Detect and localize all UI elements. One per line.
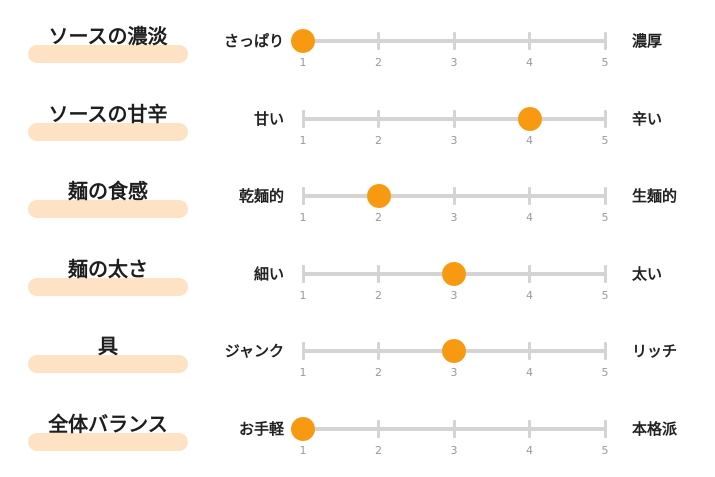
scale-left-label: 乾麺的 [238, 187, 284, 205]
scale-right-label: 生麺的 [632, 187, 678, 205]
scale-tick [528, 32, 531, 50]
scale-tick [528, 342, 531, 360]
scale-tick-label: 1 [299, 211, 307, 224]
category-highlight [28, 45, 188, 63]
scale-tick-label: 1 [299, 443, 307, 457]
scale-tick-label: 3 [450, 288, 458, 302]
scale-left-label: お手軽 [238, 419, 284, 438]
scale-tick [301, 109, 305, 128]
scale-tick [603, 342, 607, 360]
rating-row: 全体バランス お手軽 1 2 3 4 5 本格派 [0, 400, 715, 460]
rating-row: ソースの濃淡 さっぱり 1 2 3 4 5 濃厚 [0, 12, 715, 72]
scale-tick [452, 109, 456, 128]
scale-tick [603, 187, 607, 205]
scale-tick-label: 4 [526, 56, 533, 69]
scale-right-label: 太い [632, 264, 663, 283]
rating-marker [291, 29, 315, 53]
scale-tick-label: 3 [450, 443, 458, 457]
rating-marker [291, 416, 315, 441]
scale-tick-label: 1 [299, 288, 307, 302]
scale-tick-label: 4 [526, 443, 533, 457]
scale-left-label: 細い [253, 264, 284, 283]
scale-tick [377, 342, 380, 360]
scale-tick-label: 3 [450, 211, 458, 224]
scale-tick-label: 4 [526, 211, 533, 224]
scale-tick [301, 342, 305, 360]
scale-left-label: さっぱり [223, 32, 284, 50]
rating-row: 麺の太さ 細い 1 2 3 4 5 太い [0, 245, 715, 305]
category-title: 麺の太さ [68, 256, 148, 281]
scale-tick-label: 2 [375, 56, 382, 69]
scale-tick [452, 32, 456, 50]
scale-tick-label: 5 [601, 366, 609, 379]
scale-tick [528, 187, 531, 205]
scale-tick-label: 5 [601, 56, 609, 69]
scale-tick-label: 4 [526, 366, 533, 379]
scale-tick-label: 1 [299, 133, 307, 147]
scale-tick [377, 419, 380, 438]
rating-marker [517, 106, 542, 131]
scale-tick-label: 2 [375, 443, 382, 457]
scale-tick-label: 3 [450, 133, 458, 147]
scale-tick-label: 3 [450, 366, 458, 379]
category-title: ソースの甘辛 [48, 101, 168, 126]
scale-tick-label: 2 [375, 211, 382, 224]
scale-tick [301, 187, 305, 205]
scale-tick-label: 1 [299, 56, 307, 69]
category-highlight [28, 122, 188, 141]
scale-tick [377, 109, 380, 128]
scale-tick-label: 2 [375, 288, 382, 302]
scale-tick [528, 419, 531, 438]
scale-tick-label: 5 [601, 133, 609, 147]
scale-right-label: リッチ [632, 342, 678, 360]
scale-tick-label: 2 [375, 366, 382, 379]
rating-row: 具 ジャンク 1 2 3 4 5 リッチ [0, 322, 715, 382]
scale-right-label: 辛い [632, 109, 663, 128]
scale-tick [452, 419, 456, 438]
rating-marker [366, 184, 391, 208]
category-title: ソースの濃淡 [48, 24, 168, 48]
scale-tick-label: 1 [299, 366, 307, 379]
scale-tick [301, 264, 305, 283]
rating-marker [442, 261, 466, 286]
scale-tick-label: 2 [375, 133, 382, 147]
scale-tick-label: 5 [601, 288, 609, 302]
category-highlight [28, 277, 188, 296]
scale-tick [603, 109, 607, 128]
scale-left-label: 甘い [253, 109, 284, 128]
scale-left-label: ジャンク [224, 342, 284, 360]
category-highlight [28, 200, 188, 218]
scale-tick-label: 5 [601, 443, 609, 457]
scale-tick-label: 4 [526, 288, 533, 302]
scale-tick-label: 4 [526, 133, 533, 147]
category-title: 具 [98, 334, 118, 358]
scale-tick [452, 187, 456, 205]
scale-tick [603, 264, 607, 283]
scale-tick [377, 32, 380, 50]
category-title: 麺の食感 [68, 179, 148, 203]
scale-tick [528, 264, 531, 283]
category-title: 全体バランス [48, 411, 168, 436]
scale-tick-label: 5 [601, 211, 609, 224]
scale-right-label: 本格派 [632, 419, 678, 438]
scale-tick [603, 419, 607, 438]
category-highlight [28, 432, 188, 451]
rating-row: ソースの甘辛 甘い 1 2 3 4 5 辛い [0, 90, 715, 150]
scale-tick-label: 3 [450, 56, 458, 69]
scale-tick [603, 32, 607, 50]
category-highlight [28, 355, 188, 373]
scale-tick [377, 264, 380, 283]
rating-row: 麺の食感 乾麺的 1 2 3 4 5 生麺的 [0, 167, 715, 227]
rating-marker [442, 339, 466, 363]
scale-right-label: 濃厚 [632, 32, 663, 50]
